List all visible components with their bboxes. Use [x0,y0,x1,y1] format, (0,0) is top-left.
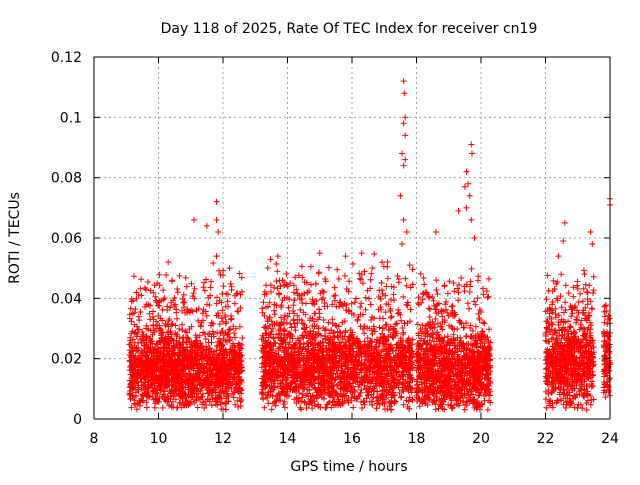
roti-chart: 8101214161820222400.020.040.060.080.10.1… [0,0,640,480]
chart-svg: 8101214161820222400.020.040.060.080.10.1… [0,0,640,480]
